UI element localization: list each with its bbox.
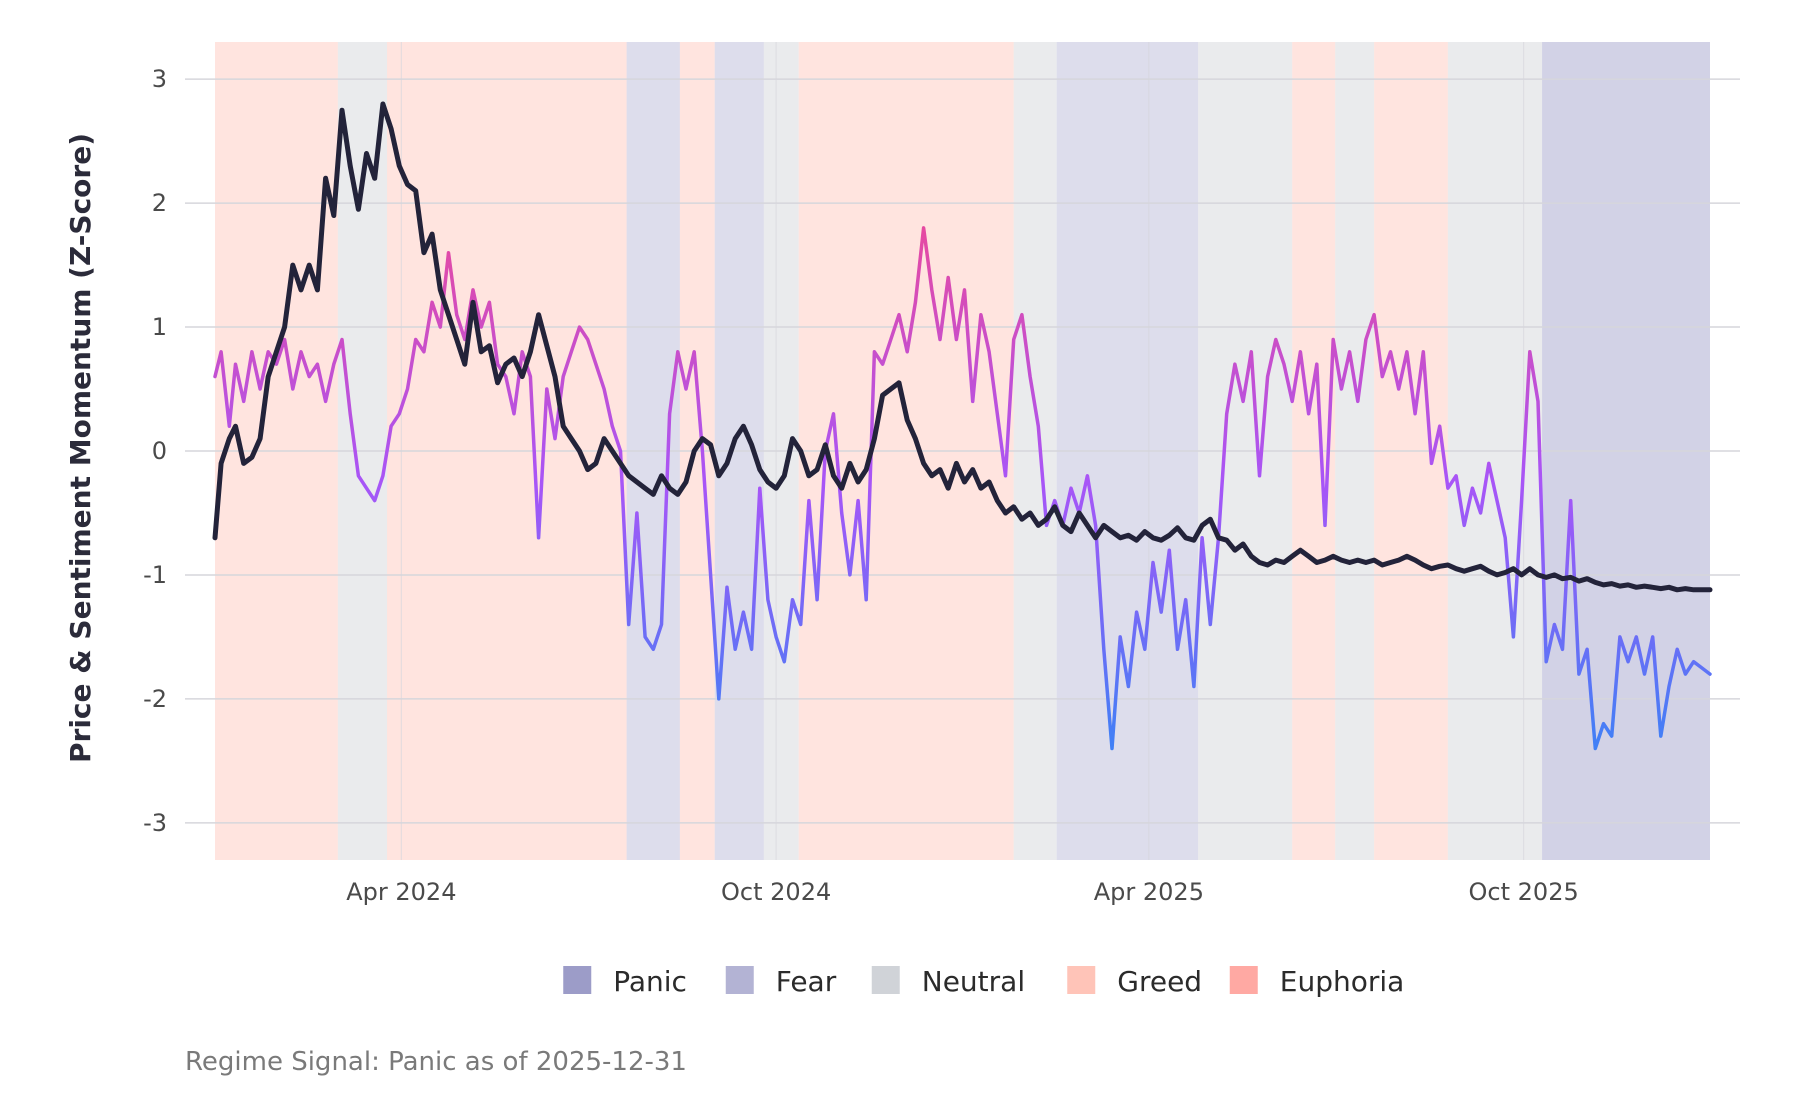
legend: Panic Fear Neutral Greed Euphoria	[563, 965, 1404, 998]
y-tick-label: -3	[143, 809, 167, 837]
x-tick-label: Oct 2024	[721, 878, 831, 906]
legend-swatch-greed	[1067, 966, 1096, 994]
sentiment-momentum-line	[213, 226, 1712, 751]
x-tick-label: Oct 2025	[1469, 878, 1579, 906]
x-tick-label: Apr 2025	[1094, 878, 1204, 906]
y-tick-label: 1	[152, 313, 167, 341]
legend-label-panic: Panic	[613, 965, 687, 998]
regime-signal-caption: Regime Signal: Panic as of 2025-12-31	[185, 1047, 687, 1077]
legend-label-greed: Greed	[1117, 965, 1202, 998]
x-axis-ticks: Apr 2024 Oct 2024 Apr 2025 Oct 2025	[346, 878, 1578, 906]
legend-label-fear: Fear	[776, 965, 837, 998]
y-tick-label: -1	[143, 561, 167, 589]
y-tick-label: -2	[143, 685, 167, 713]
x-tick-label: Apr 2024	[346, 878, 456, 906]
series-lines	[212, 101, 1713, 751]
legend-label-euphoria: Euphoria	[1280, 965, 1405, 998]
y-tick-label: 0	[152, 437, 167, 465]
y-axis-label: Price & Sentiment Momentum (Z-Score)	[64, 133, 97, 763]
grid-lines	[185, 42, 1740, 860]
price-momentum-line	[212, 101, 1713, 593]
y-axis-ticks: 3 2 1 0 -1 -2 -3	[143, 65, 167, 837]
y-tick-label: 2	[152, 189, 167, 217]
legend-label-neutral: Neutral	[922, 965, 1025, 998]
legend-swatch-neutral	[871, 966, 900, 994]
legend-swatch-panic	[563, 966, 592, 994]
legend-swatch-euphoria	[1229, 966, 1258, 994]
y-tick-label: 3	[152, 65, 167, 93]
legend-swatch-fear	[725, 966, 754, 994]
